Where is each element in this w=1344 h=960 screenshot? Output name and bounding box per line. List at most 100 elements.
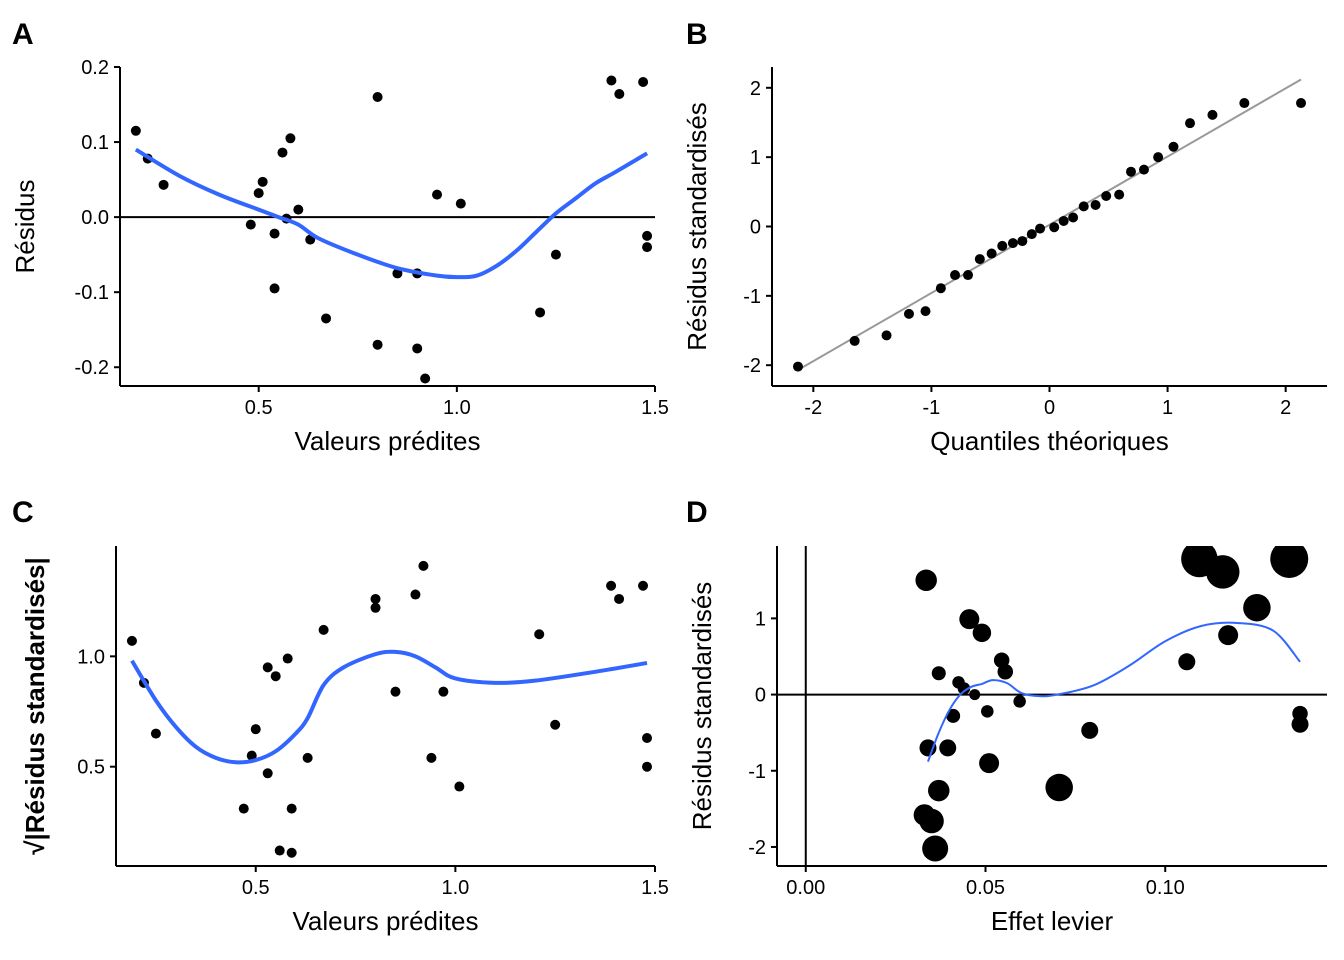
data-point bbox=[420, 373, 431, 384]
data-point bbox=[277, 147, 288, 158]
y-tick-label: 0 bbox=[755, 685, 766, 707]
data-point bbox=[269, 228, 280, 239]
data-point bbox=[550, 249, 561, 260]
data-point bbox=[269, 283, 280, 294]
data-point bbox=[1068, 212, 1079, 223]
data-point bbox=[638, 77, 649, 88]
x-tick-label: 1 bbox=[1162, 397, 1173, 419]
x-tick-label: 1.5 bbox=[641, 877, 669, 899]
data-point bbox=[931, 666, 946, 681]
x-axis-title: Quantiles théoriques bbox=[930, 426, 1168, 456]
data-point bbox=[130, 125, 141, 136]
data-point bbox=[274, 845, 285, 856]
data-point bbox=[246, 750, 257, 761]
y-tick-label: 0.0 bbox=[81, 207, 109, 229]
x-tick-label: 0.5 bbox=[245, 397, 273, 419]
data-point bbox=[1207, 109, 1218, 120]
data-point bbox=[438, 686, 449, 697]
data-point bbox=[963, 270, 974, 281]
x-tick-label: 2 bbox=[1280, 397, 1291, 419]
data-point bbox=[642, 733, 653, 743]
data-point bbox=[412, 343, 423, 354]
y-axis-title: Résidus standardisés bbox=[682, 102, 712, 351]
data-point bbox=[550, 719, 561, 730]
x-tick-label: 1.5 bbox=[641, 397, 669, 419]
data-point bbox=[606, 580, 617, 591]
data-point bbox=[1296, 98, 1307, 109]
data-point bbox=[1081, 721, 1099, 739]
data-point bbox=[454, 781, 465, 792]
y-tick-label: -1 bbox=[748, 761, 766, 783]
x-tick-label: 1.0 bbox=[441, 877, 469, 899]
y-tick-label: 0.2 bbox=[81, 57, 109, 79]
y-tick-label: 1.0 bbox=[77, 646, 105, 668]
y-axis-title: √|Résidus standardisés| bbox=[20, 557, 50, 855]
data-point bbox=[370, 593, 381, 604]
y-tick-label: 1 bbox=[755, 608, 766, 630]
x-axis-title: Valeurs prédites bbox=[295, 426, 481, 456]
data-point bbox=[455, 198, 466, 209]
data-point bbox=[1239, 98, 1250, 109]
data-point bbox=[1049, 222, 1060, 233]
data-point bbox=[286, 803, 297, 814]
data-point bbox=[935, 283, 946, 294]
y-tick-label: 0.5 bbox=[77, 757, 105, 779]
y-tick-label: 1 bbox=[750, 147, 761, 169]
smooth-curve bbox=[130, 649, 648, 765]
data-point bbox=[997, 240, 1008, 251]
y-axis-title: Résidus standardisés bbox=[687, 582, 717, 831]
data-point bbox=[1114, 189, 1125, 200]
data-point bbox=[959, 609, 980, 630]
plot-area bbox=[777, 546, 1327, 866]
x-tick-label: 0 bbox=[1044, 397, 1055, 419]
data-point bbox=[1291, 715, 1309, 733]
y-tick-label: -1 bbox=[743, 286, 761, 308]
x-tick-label: 0.05 bbox=[966, 877, 1005, 899]
data-point bbox=[426, 752, 437, 763]
data-point bbox=[638, 580, 649, 591]
x-tick-label: 0.5 bbox=[242, 877, 270, 899]
smooth-curve bbox=[134, 147, 649, 280]
data-point bbox=[792, 361, 803, 372]
data-point bbox=[253, 188, 264, 199]
data-point bbox=[1206, 555, 1240, 589]
plot-area bbox=[126, 560, 653, 858]
data-point bbox=[293, 204, 304, 215]
data-point bbox=[1013, 695, 1026, 708]
data-point bbox=[1026, 229, 1037, 240]
data-point bbox=[1153, 152, 1164, 163]
data-point bbox=[642, 230, 653, 241]
plot-area bbox=[792, 78, 1307, 372]
data-point bbox=[1138, 164, 1149, 175]
data-point bbox=[535, 307, 546, 318]
data-point bbox=[1078, 201, 1089, 212]
data-point bbox=[614, 593, 625, 604]
data-point bbox=[997, 663, 1014, 680]
data-point bbox=[302, 752, 313, 763]
data-point bbox=[981, 705, 994, 718]
x-tick-label: 0.00 bbox=[786, 877, 825, 899]
data-point bbox=[957, 682, 971, 695]
data-point bbox=[318, 624, 329, 635]
panel-d: D 0.00 0.05 0.10 -2 -1 0 1 Effet levier Résidus s… bbox=[686, 496, 1327, 936]
data-point bbox=[238, 803, 249, 814]
data-point bbox=[986, 248, 997, 259]
data-point bbox=[150, 728, 161, 739]
data-point bbox=[928, 779, 950, 802]
data-point bbox=[370, 602, 381, 613]
y-tick-label: -2 bbox=[743, 355, 761, 377]
data-point bbox=[1125, 166, 1136, 177]
data-point bbox=[262, 662, 273, 673]
data-point bbox=[1090, 200, 1101, 211]
panel-label: A bbox=[12, 18, 34, 51]
data-point bbox=[372, 339, 383, 350]
panel-b: B -2 -1 0 1 2 -2 -1 0 1 2 Quantiles théoriques Résid… bbox=[682, 18, 1327, 456]
data-point bbox=[392, 268, 403, 279]
x-tick-label: 0.10 bbox=[1146, 877, 1185, 899]
x-axis-title: Valeurs prédites bbox=[293, 906, 479, 936]
data-point bbox=[418, 560, 429, 571]
data-point bbox=[969, 689, 981, 701]
data-point bbox=[974, 254, 985, 265]
data-point bbox=[1035, 223, 1046, 234]
data-point bbox=[950, 270, 961, 281]
